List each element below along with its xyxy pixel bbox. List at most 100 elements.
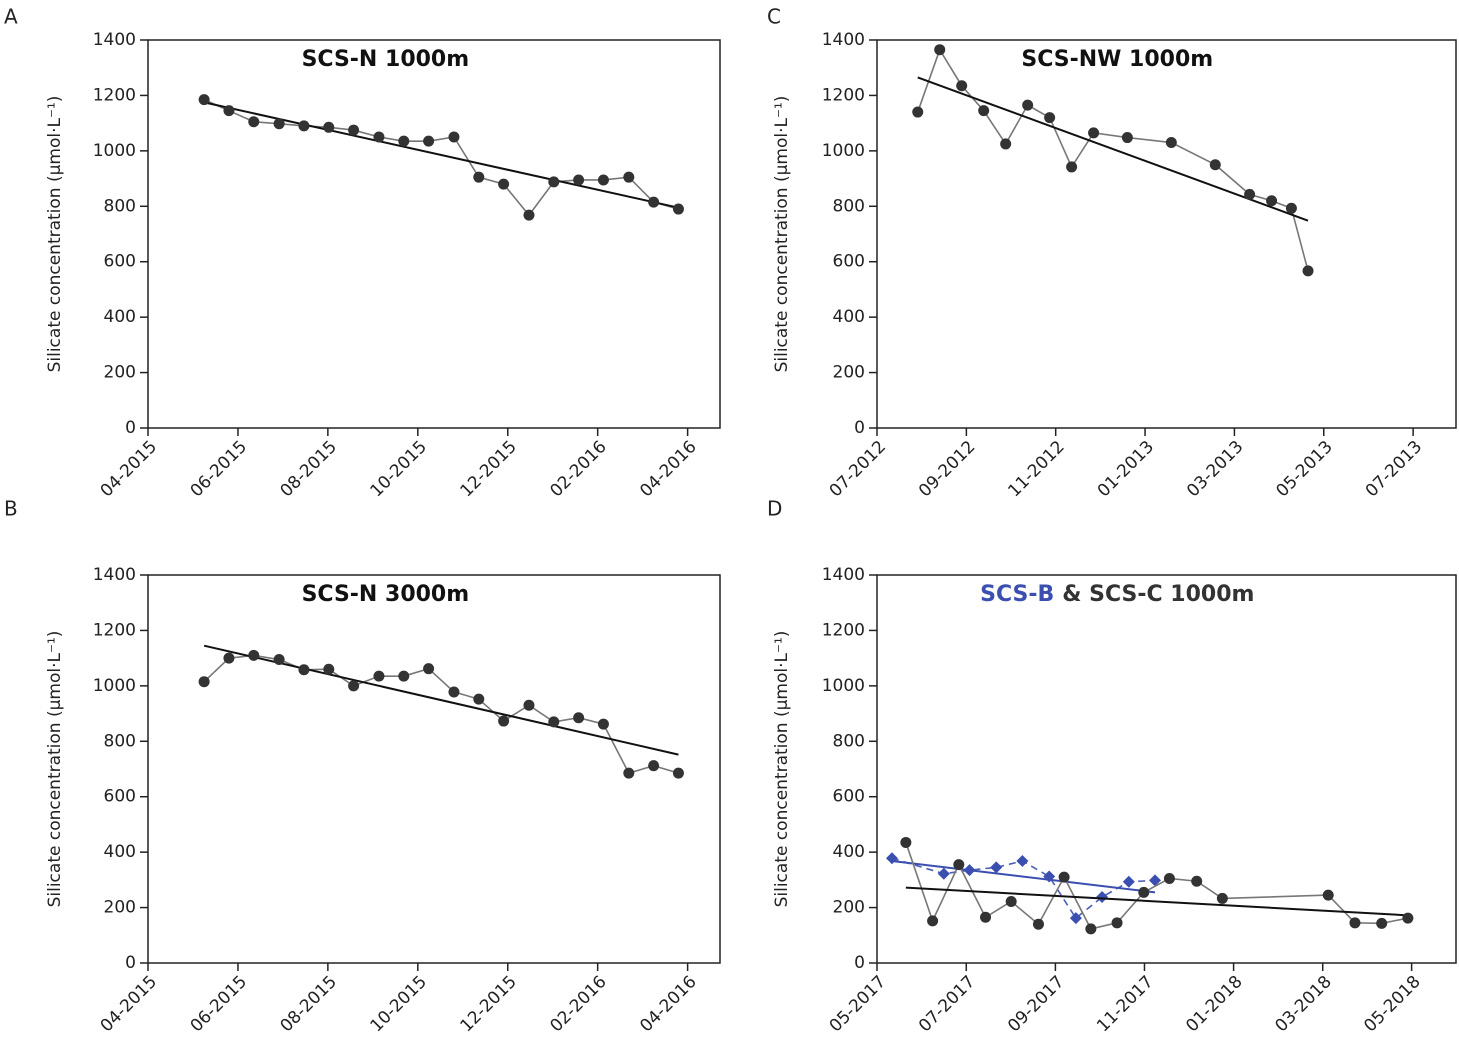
panel-title: SCS-N 3000m: [302, 582, 470, 607]
marker: [1066, 161, 1078, 173]
data-line: [891, 857, 1156, 920]
marker: [927, 915, 939, 927]
marker: [1349, 917, 1361, 929]
x-tick-label: 06-2015: [187, 972, 251, 1036]
marker: [498, 178, 510, 190]
x-tick-label: 07-2013: [1362, 437, 1426, 501]
x-tick-label: 11-2017: [1093, 972, 1157, 1036]
marker: [1376, 917, 1388, 929]
marker: [1402, 912, 1414, 924]
y-tick-label: 0: [854, 418, 865, 438]
marker: [223, 105, 235, 117]
y-axis-label: Silicate concentration (μmol·L⁻¹): [772, 631, 792, 908]
x-tick-label: 02-2016: [546, 972, 610, 1036]
x-tick-label: 02-2016: [546, 437, 610, 501]
data-line: [203, 654, 679, 775]
trend-line: [891, 860, 1156, 894]
marker: [953, 859, 965, 871]
marker: [1032, 918, 1044, 930]
panel-label: A: [4, 5, 18, 29]
marker: [273, 654, 285, 666]
marker: [423, 135, 435, 147]
y-tick-label: 200: [833, 363, 865, 383]
marker: [1044, 112, 1056, 124]
marker: [597, 174, 609, 186]
panel-title: SCS-N 1000m: [302, 47, 470, 72]
y-tick-label: 600: [104, 252, 136, 272]
marker: [648, 760, 660, 772]
marker: [1165, 137, 1177, 149]
panel-title: SCS-NW 1000m: [1021, 47, 1213, 72]
y-axis-label: Silicate concentration (μmol·L⁻¹): [45, 631, 65, 908]
marker: [978, 105, 990, 117]
marker: [1244, 188, 1256, 200]
y-tick-label: 1000: [822, 141, 865, 161]
y-tick-label: 1400: [822, 565, 865, 585]
marker: [1163, 872, 1175, 884]
x-tick-label: 04-2016: [636, 437, 700, 501]
title-part: SCS-N 3000m: [302, 582, 470, 607]
y-tick-label: 1400: [93, 30, 136, 50]
marker: [198, 94, 210, 106]
marker: [473, 693, 485, 705]
y-tick-label: 600: [833, 252, 865, 272]
marker: [348, 680, 360, 692]
y-tick-label: 0: [854, 953, 865, 973]
marker: [298, 664, 310, 676]
title-part: SCS-NW 1000m: [1021, 47, 1213, 72]
marker: [523, 209, 535, 221]
marker: [937, 867, 950, 880]
x-tick-label: 04-2016: [636, 972, 700, 1036]
x-tick-label: 11-2012: [1004, 437, 1068, 501]
marker: [373, 670, 385, 682]
trend-line: [203, 101, 679, 209]
x-tick-label: 10-2015: [367, 437, 431, 501]
marker: [1191, 875, 1203, 887]
marker: [198, 676, 210, 688]
marker: [548, 176, 560, 188]
marker: [223, 652, 235, 664]
marker: [672, 767, 684, 779]
marker: [963, 864, 976, 877]
marker: [623, 767, 635, 779]
y-tick-label: 200: [833, 898, 865, 918]
x-tick-label: 04-2015: [97, 972, 161, 1036]
x-tick-label: 01-2018: [1182, 972, 1246, 1036]
marker: [956, 80, 968, 92]
marker: [934, 44, 946, 56]
marker: [1285, 202, 1297, 214]
y-tick-label: 1000: [822, 676, 865, 696]
y-tick-label: 1000: [93, 676, 136, 696]
y-tick-label: 400: [833, 307, 865, 327]
x-tick-label: 08-2015: [277, 972, 341, 1036]
marker: [273, 118, 285, 130]
panel-label: B: [4, 497, 18, 521]
marker: [1302, 265, 1314, 277]
marker: [900, 836, 912, 848]
marker: [1216, 892, 1228, 904]
y-tick-label: 0: [125, 953, 136, 973]
y-tick-label: 600: [104, 787, 136, 807]
y-tick-label: 1200: [93, 620, 136, 640]
x-tick-label: 03-2013: [1183, 437, 1247, 501]
marker: [1266, 195, 1278, 207]
y-tick-label: 1200: [822, 620, 865, 640]
marker: [648, 196, 660, 208]
panel-label: C: [767, 5, 781, 29]
y-tick-label: 800: [104, 731, 136, 751]
marker: [1121, 132, 1133, 144]
x-tick-label: 01-2013: [1094, 437, 1158, 501]
x-tick-label: 12-2015: [456, 437, 520, 501]
marker: [597, 718, 609, 730]
marker: [1149, 874, 1162, 887]
marker: [1322, 889, 1334, 901]
data-line: [916, 47, 1309, 272]
marker: [348, 124, 360, 136]
y-axis-label: Silicate concentration (μmol·L⁻¹): [45, 96, 65, 373]
plot-frame: [876, 574, 1457, 964]
y-tick-label: 400: [104, 842, 136, 862]
marker: [1209, 159, 1221, 171]
marker: [573, 174, 585, 186]
plot-frame: [147, 39, 721, 429]
